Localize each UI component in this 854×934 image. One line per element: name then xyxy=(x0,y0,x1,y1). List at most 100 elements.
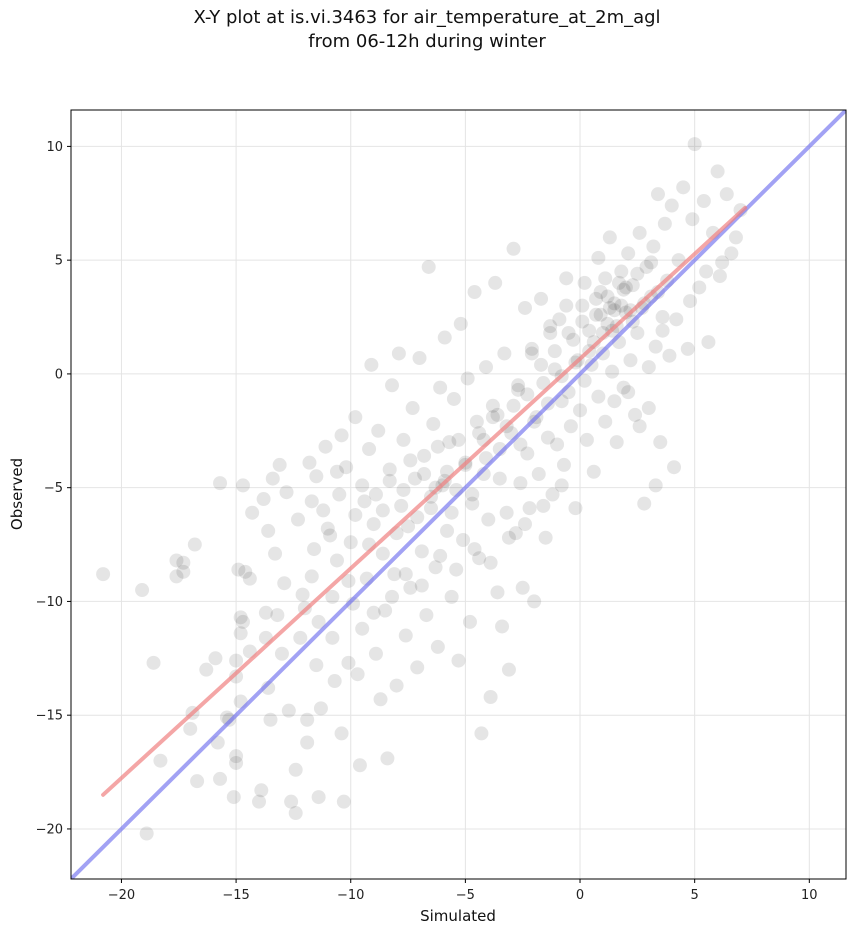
data-point xyxy=(394,498,409,513)
data-point xyxy=(293,630,308,645)
data-point xyxy=(561,325,576,340)
data-point xyxy=(680,341,695,356)
data-point xyxy=(485,398,500,413)
data-point xyxy=(423,501,438,516)
data-point xyxy=(371,423,386,438)
data-point xyxy=(444,589,459,604)
data-point xyxy=(176,564,191,579)
data-point xyxy=(281,703,296,718)
y-tick-label: −5 xyxy=(44,481,63,496)
data-point xyxy=(712,269,727,284)
data-point xyxy=(607,303,622,318)
data-point xyxy=(605,364,620,379)
data-point xyxy=(465,487,480,502)
data-point xyxy=(602,230,617,245)
data-point xyxy=(368,646,383,661)
fit-line xyxy=(101,205,748,797)
data-point xyxy=(419,608,434,623)
data-point xyxy=(628,407,643,422)
data-point xyxy=(575,314,590,329)
data-point xyxy=(391,346,406,361)
data-point xyxy=(235,614,250,629)
data-point xyxy=(396,432,411,447)
data-point xyxy=(309,469,324,484)
data-point xyxy=(630,325,645,340)
data-point xyxy=(586,464,601,479)
data-point xyxy=(428,480,443,495)
data-point xyxy=(501,530,516,545)
data-point xyxy=(407,471,422,486)
data-point xyxy=(667,460,682,475)
data-point xyxy=(524,346,539,361)
data-point xyxy=(398,567,413,582)
data-point xyxy=(524,341,539,356)
data-point xyxy=(417,467,432,482)
data-point xyxy=(559,298,574,313)
data-point xyxy=(563,419,578,434)
data-points xyxy=(96,137,748,841)
data-point xyxy=(231,562,246,577)
data-point xyxy=(481,512,496,527)
data-point xyxy=(261,523,276,538)
data-point xyxy=(401,519,416,534)
data-point xyxy=(412,350,427,365)
data-point xyxy=(382,473,397,488)
data-point xyxy=(657,216,672,231)
data-point xyxy=(403,580,418,595)
data-point xyxy=(199,662,214,677)
y-tick-label: −20 xyxy=(36,822,63,837)
data-point xyxy=(501,662,516,677)
data-point xyxy=(650,187,665,202)
data-point xyxy=(513,437,528,452)
data-point xyxy=(616,282,631,297)
data-point xyxy=(242,571,257,586)
data-point xyxy=(440,523,455,538)
data-point xyxy=(323,528,338,543)
data-point xyxy=(543,325,558,340)
x-tick-label: −15 xyxy=(222,888,249,903)
data-point xyxy=(488,275,503,290)
data-point xyxy=(270,608,285,623)
data-point xyxy=(139,826,154,841)
x-tick-label: 0 xyxy=(576,888,584,903)
data-point xyxy=(375,503,390,518)
data-point xyxy=(538,530,553,545)
data-point xyxy=(577,275,592,290)
data-point xyxy=(609,435,624,450)
data-point xyxy=(341,655,356,670)
data-point xyxy=(373,692,388,707)
data-point xyxy=(485,410,500,425)
data-point xyxy=(625,278,640,293)
data-point xyxy=(669,312,684,327)
data-point xyxy=(648,339,663,354)
data-point xyxy=(685,212,700,227)
data-point xyxy=(311,790,326,805)
data-point xyxy=(465,496,480,511)
data-point xyxy=(536,498,551,513)
data-point xyxy=(153,753,168,768)
data-point xyxy=(352,758,367,773)
data-point xyxy=(135,583,150,598)
data-point xyxy=(511,382,526,397)
data-point xyxy=(229,755,244,770)
data-point xyxy=(268,546,283,561)
data-point xyxy=(414,544,429,559)
data-point xyxy=(460,371,475,386)
data-point xyxy=(469,414,484,429)
data-point xyxy=(348,410,363,425)
data-point xyxy=(320,521,335,536)
x-tick-label: −20 xyxy=(108,888,135,903)
data-point xyxy=(329,553,344,568)
data-point xyxy=(245,505,260,520)
data-point xyxy=(520,387,535,402)
data-point xyxy=(309,658,324,673)
data-point xyxy=(490,585,505,600)
data-point xyxy=(692,280,707,295)
data-point xyxy=(639,259,654,274)
data-point xyxy=(398,628,413,643)
data-point xyxy=(229,749,244,764)
data-point xyxy=(284,794,299,809)
data-point xyxy=(444,505,459,520)
data-point xyxy=(233,610,248,625)
y-tick-label: 10 xyxy=(46,140,63,155)
